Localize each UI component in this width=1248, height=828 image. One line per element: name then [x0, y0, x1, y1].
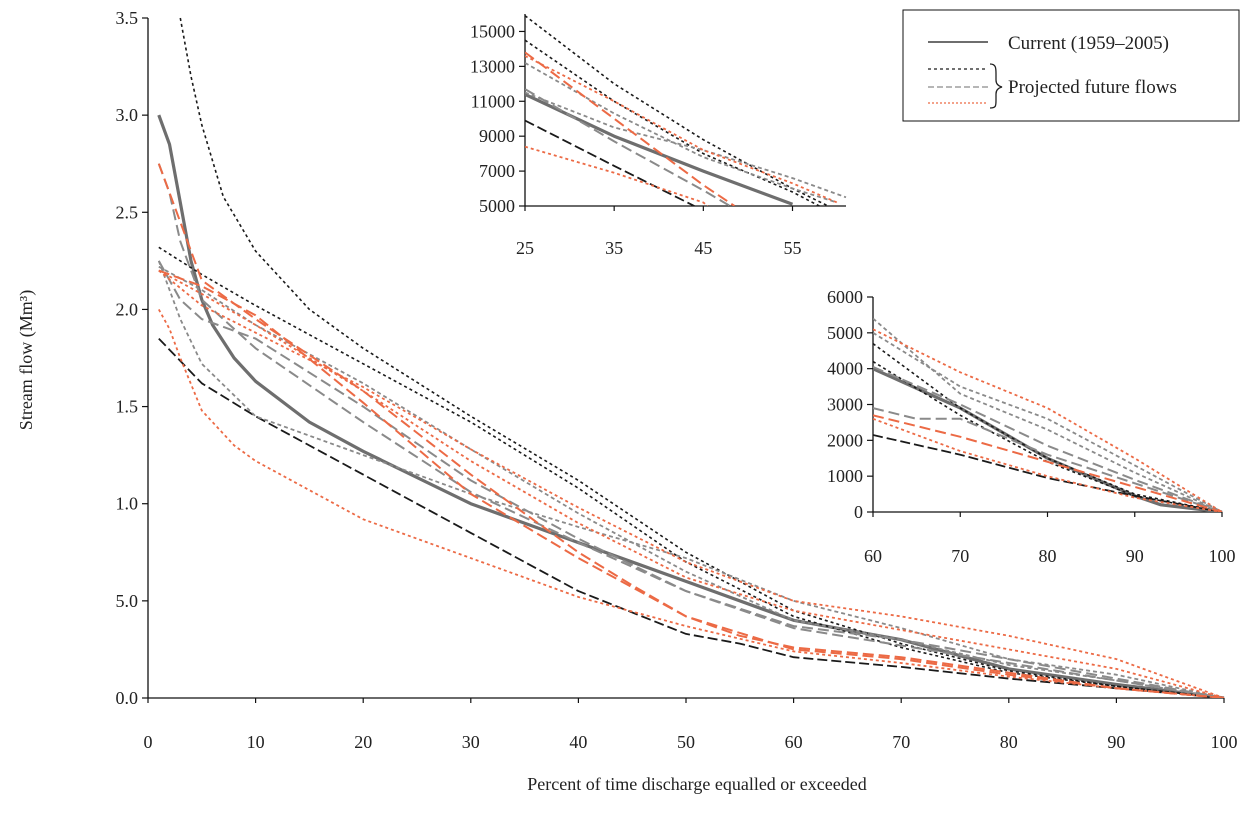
- legend-box: [902, 9, 1240, 122]
- inset2-x-tick-label: 90: [1126, 546, 1144, 566]
- inset1-y-tick-label: 7000: [479, 161, 515, 181]
- inset1-series-line-2-black-dot: [525, 15, 829, 206]
- inset2-series-line-2-black-dot: [873, 342, 1223, 512]
- inset1-series-line-4-black-dash: [525, 119, 695, 206]
- y-axis-label: Stream flow (Mm³): [16, 290, 37, 430]
- main-y-tick-label: 2.5: [116, 202, 139, 222]
- inset1-series-line-5-grey-dash: [525, 88, 731, 206]
- inset1-x-tick-label: 25: [516, 238, 534, 258]
- main-series-line-3-black-dot: [158, 246, 1225, 698]
- inset2-series-line-11-red-dot: [873, 417, 1223, 512]
- main-x-tick-label: 20: [354, 732, 372, 752]
- inset1-series-line-3-black-dot: [525, 39, 820, 206]
- inset1-series-line-6-grey-dot: [525, 91, 847, 199]
- inset2-y-tick-label: 0: [854, 502, 863, 522]
- legend-label-current: Current (1959–2005): [1008, 33, 1169, 54]
- main-x-tick-label: 0: [144, 732, 153, 752]
- main-series-line-5-grey-dash: [157, 260, 1225, 698]
- main-series-line-9-red-dash: [157, 163, 1225, 698]
- inset2-series-line-7-grey-dot: [873, 317, 1223, 512]
- main-series-line-2-black-dot: [179, 17, 1225, 698]
- inset2-x-tick-label: 80: [1039, 546, 1057, 566]
- inset1-x-tick-label: 35: [605, 238, 623, 258]
- main-x-tick-label: 10: [247, 732, 265, 752]
- inset2-y-tick-label: 3000: [827, 395, 863, 415]
- main-x-tick-label: 70: [892, 732, 910, 752]
- main-y-tick-label: 1.0: [116, 494, 139, 514]
- main-series-line-6-grey-dot: [157, 260, 1225, 698]
- main-x-tick-label: 30: [462, 732, 480, 752]
- main-series-line-11-red-dot: [158, 308, 1225, 698]
- main-y-tick-label: 2.0: [116, 299, 139, 319]
- inset1-series-line-10-red-dot: [525, 55, 838, 204]
- main-y-tick-label: 3.0: [116, 105, 139, 125]
- inset2-series-line-9-red-dash: [873, 414, 1223, 512]
- inset-plot-60-to-100: 0 1000 2000 3000 4000 5000 6000 60 70 80 90 100: [827, 287, 1236, 566]
- inset2-x-tick-label: 100: [1209, 546, 1236, 566]
- main-x-tick-label: 60: [785, 732, 803, 752]
- main-series-line-7-grey-dot: [158, 265, 1225, 698]
- main-series-line-12-red-dot: [158, 269, 1225, 698]
- inset2-series-line-3-black-dot: [873, 360, 1223, 512]
- inset-plot-25-to-60: 5000 7000 9000 11000 13000 15000 25 35 45 55: [470, 14, 847, 258]
- inset2-series-line-1-current: [873, 367, 1223, 512]
- main-y-tick-label: 0.0: [116, 688, 139, 708]
- main-x-tick-label: 100: [1211, 732, 1238, 752]
- inset2-x-tick-label: 60: [864, 546, 882, 566]
- inset2-y-tick-label: 4000: [827, 359, 863, 379]
- main-series-line-4-black-dash: [158, 337, 1225, 698]
- inset1-y-tick-label: 13000: [470, 56, 515, 76]
- main-y-tick-label: 1.5: [116, 397, 139, 417]
- inset2-series-line-8-grey-dot: [873, 332, 1223, 512]
- legend: Current (1959–2005) Projected future flo…: [902, 9, 1240, 122]
- main-series-line-8-grey-dash: [157, 163, 1225, 698]
- inset1-y-tick-label: 9000: [479, 126, 515, 146]
- inset2-y-tick-label: 1000: [827, 466, 863, 486]
- inset1-x-tick-label: 55: [784, 238, 802, 258]
- main-series-line-13-red-dot: [158, 269, 1225, 698]
- inset2-x-tick-label: 70: [951, 546, 969, 566]
- main-series-line-1-current: [157, 114, 1225, 698]
- main-x-tick-label: 40: [569, 732, 587, 752]
- inset2-series-line-6-grey-dash: [873, 365, 1223, 512]
- legend-brace: [989, 63, 1003, 109]
- inset1-series-group: [525, 15, 847, 206]
- main-y-tick-label: 3.5: [116, 8, 139, 28]
- inset2-series-line-4-black-dash: [873, 434, 1223, 512]
- main-y-tick-label: 5.0: [116, 591, 139, 611]
- inset2-series-group: [873, 317, 1223, 512]
- inset1-x-tick-label: 45: [694, 238, 712, 258]
- inset1-y-tick-label: 15000: [470, 21, 515, 41]
- main-x-tick-label: 50: [677, 732, 695, 752]
- inset2-y-tick-label: 2000: [827, 430, 863, 450]
- x-axis-label: Percent of time discharge equalled or ex…: [527, 774, 867, 794]
- main-series-line-10-red-dash: [158, 269, 1225, 698]
- inset1-series-line-9-red-dot: [525, 145, 709, 206]
- inset1-y-tick-label: 11000: [471, 91, 515, 111]
- inset2-y-tick-label: 5000: [827, 323, 863, 343]
- main-x-tick-label: 80: [1000, 732, 1018, 752]
- inset1-series-line-7-grey-dot: [525, 62, 838, 204]
- inset2-series-line-10-red-dot: [873, 328, 1223, 512]
- inset2-series-line-5-grey-dash: [873, 407, 1223, 512]
- main-x-tick-label: 90: [1107, 732, 1125, 752]
- inset1-series-line-8-red-dash: [525, 51, 736, 206]
- legend-label-projected: Projected future flows: [1008, 77, 1177, 98]
- inset1-y-tick-label: 5000: [479, 196, 515, 216]
- main-plot: 0.0 5.0 1.0 1.5 2.0 2.5 3.0 3.5 0 10 20 30 40 50 60 70 8…: [116, 8, 1238, 752]
- inset2-y-tick-label: 6000: [827, 287, 863, 307]
- main-series-group: [157, 17, 1225, 698]
